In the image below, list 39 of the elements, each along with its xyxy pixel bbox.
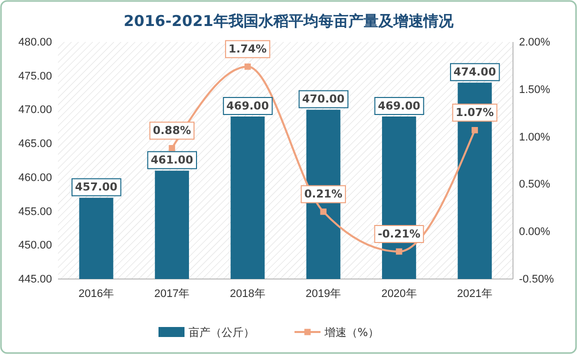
legend-label: 增速（%） bbox=[324, 326, 379, 339]
legend-label: 亩产（公斤） bbox=[188, 326, 254, 339]
x-tick-label: 2018年 bbox=[230, 288, 266, 300]
data-label: 474.00 bbox=[454, 66, 496, 79]
x-tick-label: 2019年 bbox=[306, 288, 342, 300]
point bbox=[472, 127, 478, 134]
y-tick-label: 480.00 bbox=[18, 36, 52, 49]
y2-tick-label: 2.00% bbox=[519, 36, 550, 49]
data-label: 0.88% bbox=[152, 124, 192, 138]
data-label: 469.00 bbox=[226, 99, 270, 112]
point bbox=[396, 248, 402, 255]
y2-tick-label: 0.50% bbox=[519, 178, 550, 191]
data-label: 461.00 bbox=[150, 154, 194, 167]
data-label: 470.00 bbox=[302, 92, 345, 106]
data-label: 1.07% bbox=[456, 106, 494, 120]
y-tick-label: 475.00 bbox=[18, 70, 52, 82]
data-label: 457.00 bbox=[75, 180, 118, 194]
x-tick-label: 2016年 bbox=[78, 288, 114, 300]
point bbox=[168, 145, 176, 152]
y-tick-label: 465.00 bbox=[18, 138, 52, 150]
y2-tick-label: -0.50% bbox=[519, 274, 554, 286]
y-tick-label: 455.00 bbox=[18, 206, 52, 218]
point bbox=[244, 63, 251, 70]
x-tick-label: 2017年 bbox=[154, 288, 190, 300]
y-tick-label: 460.00 bbox=[18, 172, 52, 184]
y-tick-label: 445.00 bbox=[18, 274, 52, 286]
y2-tick-label: 1.50% bbox=[519, 84, 550, 96]
chart-title: 2016-2021年我国水稻平均每亩产量及增速情况 bbox=[124, 12, 454, 30]
x-tick-label: 2020年 bbox=[381, 288, 417, 300]
y2-tick-label: 0.00% bbox=[519, 226, 550, 238]
y2-tick-label: 1.00% bbox=[519, 131, 550, 144]
y-tick-label: 470.00 bbox=[18, 104, 52, 116]
data-label: 1.74% bbox=[228, 42, 267, 56]
y-tick-label: 450.00 bbox=[18, 240, 52, 252]
data-label: 0.21% bbox=[304, 188, 342, 201]
point bbox=[320, 208, 327, 215]
x-tick-label: 2021年 bbox=[457, 288, 493, 300]
data-label: -0.21% bbox=[378, 228, 420, 241]
data-label: 469.00 bbox=[378, 99, 421, 112]
